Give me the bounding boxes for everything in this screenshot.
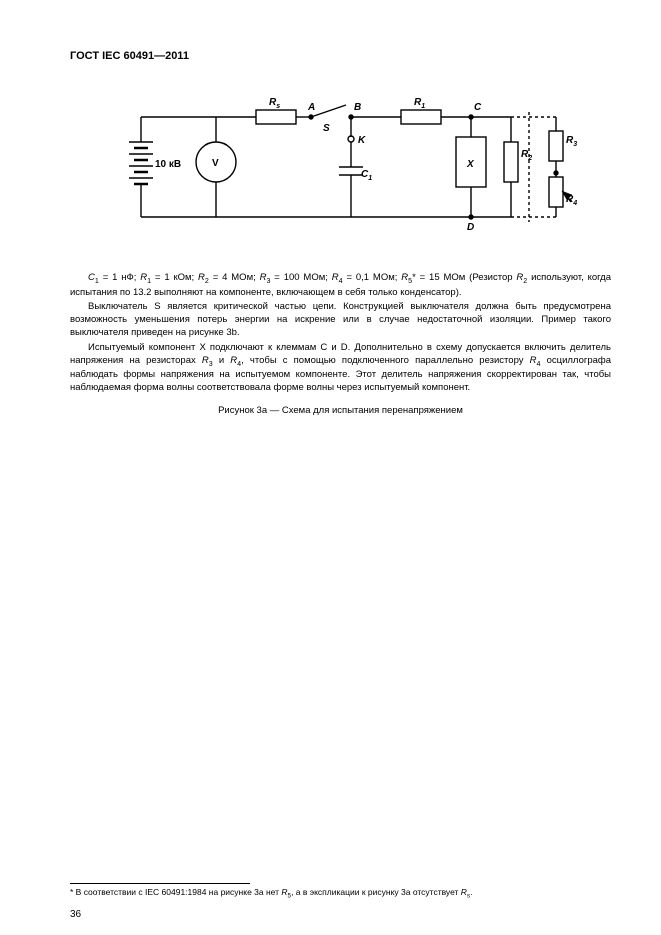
- svg-text:K: K: [358, 135, 366, 146]
- para-component: Испытуемый компонент X подключают к клем…: [70, 342, 611, 395]
- svg-text:Rs: Rs: [269, 97, 280, 110]
- svg-text:B: B: [354, 102, 361, 113]
- svg-text:X: X: [466, 159, 475, 170]
- circuit-diagram: Rs R1 R2 R3 R4 C1 X 10 кВ V A S K B C D: [101, 87, 581, 242]
- svg-text:V: V: [212, 158, 219, 169]
- page-number: 36: [70, 909, 81, 920]
- svg-text:R2: R2: [521, 149, 532, 162]
- svg-text:C: C: [474, 102, 482, 113]
- figure-caption: Рисунок 3а — Схема для испытания перенап…: [70, 405, 611, 416]
- svg-text:10 кВ: 10 кВ: [155, 159, 181, 170]
- svg-text:S: S: [323, 123, 330, 134]
- para-values: C1 = 1 нФ; R1 = 1 кОм; R2 = 4 МОм; R3 = …: [70, 272, 611, 299]
- para-switch: Выключатель S является критической часть…: [70, 301, 611, 339]
- page-header: ГОСТ IEC 60491—2011: [70, 50, 611, 62]
- svg-text:R1: R1: [414, 97, 425, 110]
- svg-text:D: D: [467, 222, 474, 233]
- footnote: * В соответствии с IEC 60491:1984 на рис…: [70, 883, 250, 900]
- svg-text:R3: R3: [566, 135, 577, 148]
- svg-text:R4: R4: [566, 194, 577, 207]
- svg-text:C1: C1: [361, 169, 372, 182]
- body-text: C1 = 1 нФ; R1 = 1 кОм; R2 = 4 МОм; R3 = …: [70, 272, 611, 395]
- svg-text:A: A: [307, 102, 315, 113]
